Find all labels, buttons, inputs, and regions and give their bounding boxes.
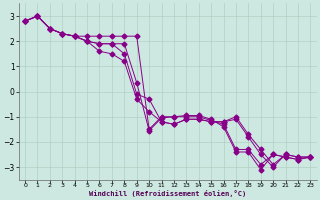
X-axis label: Windchill (Refroidissement éolien,°C): Windchill (Refroidissement éolien,°C)	[89, 190, 246, 197]
